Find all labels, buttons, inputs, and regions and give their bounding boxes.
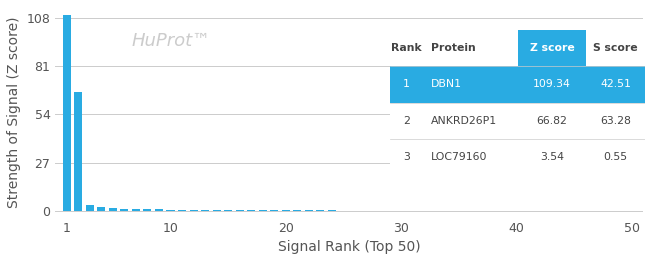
Bar bbox=[120, 209, 129, 211]
Bar bbox=[155, 210, 163, 211]
X-axis label: Signal Rank (Top 50): Signal Rank (Top 50) bbox=[278, 240, 421, 254]
Bar bbox=[247, 210, 255, 211]
FancyBboxPatch shape bbox=[423, 66, 517, 103]
Bar bbox=[328, 210, 336, 211]
Bar bbox=[293, 210, 302, 211]
Text: 42.51: 42.51 bbox=[600, 79, 631, 89]
Bar bbox=[178, 210, 186, 211]
Bar bbox=[132, 209, 140, 211]
FancyBboxPatch shape bbox=[390, 30, 423, 66]
Text: Protein: Protein bbox=[431, 43, 476, 53]
Text: S score: S score bbox=[593, 43, 638, 53]
Text: DBN1: DBN1 bbox=[431, 79, 462, 89]
Bar bbox=[190, 210, 198, 211]
Bar bbox=[213, 210, 220, 211]
Text: LOC79160: LOC79160 bbox=[431, 152, 488, 162]
Text: 109.34: 109.34 bbox=[533, 79, 571, 89]
Bar bbox=[109, 208, 117, 211]
Bar bbox=[74, 92, 83, 211]
Bar bbox=[235, 210, 244, 211]
Bar bbox=[144, 209, 151, 211]
Bar bbox=[98, 207, 105, 211]
FancyBboxPatch shape bbox=[423, 139, 517, 175]
FancyBboxPatch shape bbox=[517, 30, 586, 66]
Bar bbox=[270, 210, 278, 211]
Text: HuProt™: HuProt™ bbox=[132, 32, 211, 50]
Text: 1: 1 bbox=[403, 79, 410, 89]
Text: 66.82: 66.82 bbox=[536, 116, 567, 126]
Bar bbox=[166, 210, 175, 211]
FancyBboxPatch shape bbox=[586, 30, 645, 66]
Bar bbox=[201, 210, 209, 211]
Bar bbox=[317, 210, 324, 211]
Bar bbox=[305, 210, 313, 211]
FancyBboxPatch shape bbox=[586, 139, 645, 175]
FancyBboxPatch shape bbox=[423, 30, 517, 66]
Text: 0.55: 0.55 bbox=[604, 152, 628, 162]
Bar bbox=[224, 210, 232, 211]
FancyBboxPatch shape bbox=[586, 103, 645, 139]
Bar bbox=[259, 210, 266, 211]
FancyBboxPatch shape bbox=[390, 66, 423, 103]
Bar bbox=[86, 205, 94, 211]
FancyBboxPatch shape bbox=[586, 66, 645, 103]
Y-axis label: Strength of Signal (Z score): Strength of Signal (Z score) bbox=[7, 16, 21, 207]
Text: 63.28: 63.28 bbox=[600, 116, 631, 126]
Bar bbox=[281, 210, 290, 211]
FancyBboxPatch shape bbox=[390, 139, 423, 175]
FancyBboxPatch shape bbox=[517, 66, 586, 103]
Text: ANKRD26P1: ANKRD26P1 bbox=[431, 116, 497, 126]
Text: Z score: Z score bbox=[530, 43, 575, 53]
Bar bbox=[63, 15, 71, 211]
Text: 3.54: 3.54 bbox=[540, 152, 564, 162]
Text: 3: 3 bbox=[403, 152, 410, 162]
Text: 2: 2 bbox=[403, 116, 410, 126]
Text: Rank: Rank bbox=[391, 43, 422, 53]
FancyBboxPatch shape bbox=[517, 103, 586, 139]
FancyBboxPatch shape bbox=[390, 103, 423, 139]
FancyBboxPatch shape bbox=[517, 139, 586, 175]
FancyBboxPatch shape bbox=[423, 103, 517, 139]
